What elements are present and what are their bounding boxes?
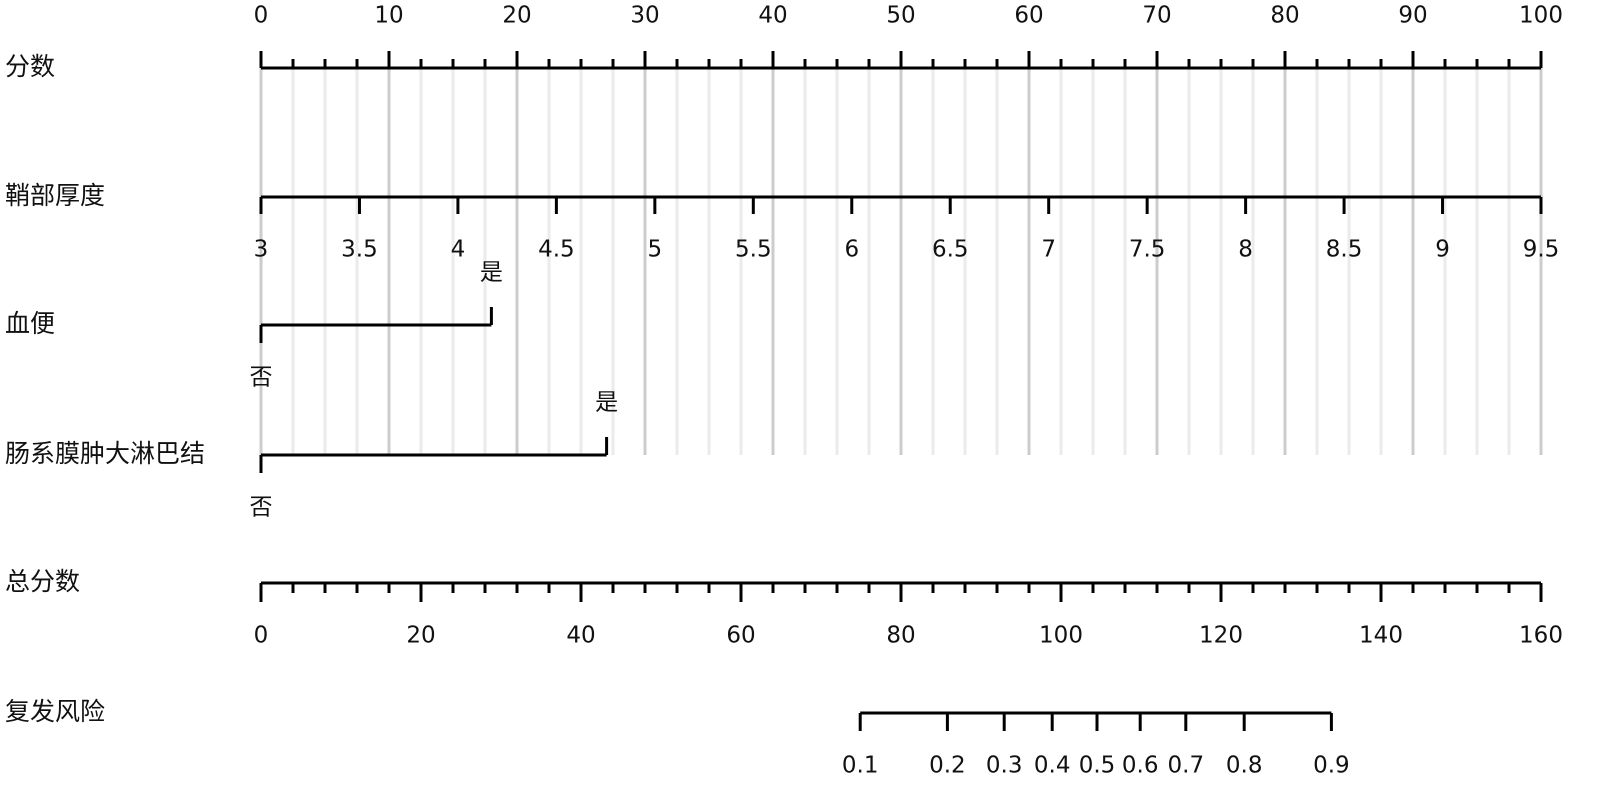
tick-label: 4 (451, 237, 466, 263)
tick-label: 5 (648, 237, 663, 263)
tick-label: 8.5 (1326, 237, 1363, 263)
tick-label: 0.3 (986, 753, 1023, 779)
tick-label: 9 (1435, 237, 1450, 263)
tick-label: 6 (844, 237, 859, 263)
tick-label: 160 (1519, 623, 1563, 649)
tick-label: 7.5 (1129, 237, 1166, 263)
tick-label: 20 (406, 623, 435, 649)
row-label: 分数 (5, 52, 55, 81)
tick-label: 120 (1199, 623, 1243, 649)
tick-label: 0 (254, 623, 269, 649)
tick-label: 50 (886, 3, 915, 29)
tick-label: 6.5 (932, 237, 969, 263)
tick-label: 140 (1359, 623, 1403, 649)
tick-label: 7 (1041, 237, 1056, 263)
tick-label: 0.4 (1034, 753, 1071, 779)
level-label: 否 (250, 495, 273, 521)
tick-label: 20 (502, 3, 531, 29)
tick-label: 40 (566, 623, 595, 649)
level-label: 是 (480, 260, 503, 286)
row-label: 肠系膜肿大淋巴结 (5, 439, 205, 468)
tick-label: 5.5 (735, 237, 772, 263)
tick-label: 80 (1270, 3, 1299, 29)
row-label: 复发风险 (5, 697, 105, 726)
tick-label: 40 (758, 3, 787, 29)
tick-label: 10 (374, 3, 403, 29)
tick-label: 0.8 (1226, 753, 1263, 779)
tick-label: 0.7 (1168, 753, 1205, 779)
level-label: 是 (595, 390, 618, 416)
tick-label: 9.5 (1523, 237, 1560, 263)
tick-label: 80 (886, 623, 915, 649)
tick-label: 0.6 (1122, 753, 1159, 779)
tick-label: 100 (1519, 3, 1563, 29)
tick-label: 60 (1014, 3, 1043, 29)
tick-label: 0.9 (1313, 753, 1350, 779)
tick-label: 0 (254, 3, 269, 29)
tick-label: 3.5 (341, 237, 378, 263)
row-label: 总分数 (5, 567, 80, 596)
tick-label: 100 (1039, 623, 1083, 649)
tick-label: 90 (1398, 3, 1427, 29)
tick-label: 0.1 (842, 753, 879, 779)
tick-label: 0.5 (1079, 753, 1116, 779)
tick-label: 60 (726, 623, 755, 649)
tick-label: 8 (1238, 237, 1253, 263)
tick-label: 70 (1142, 3, 1171, 29)
level-label: 否 (250, 365, 273, 391)
tick-label: 30 (630, 3, 659, 29)
row-label: 鞘部厚度 (5, 181, 105, 210)
tick-label: 4.5 (538, 237, 575, 263)
tick-label: 0.2 (929, 753, 966, 779)
row-label: 血便 (5, 309, 55, 338)
tick-label: 3 (254, 237, 269, 263)
